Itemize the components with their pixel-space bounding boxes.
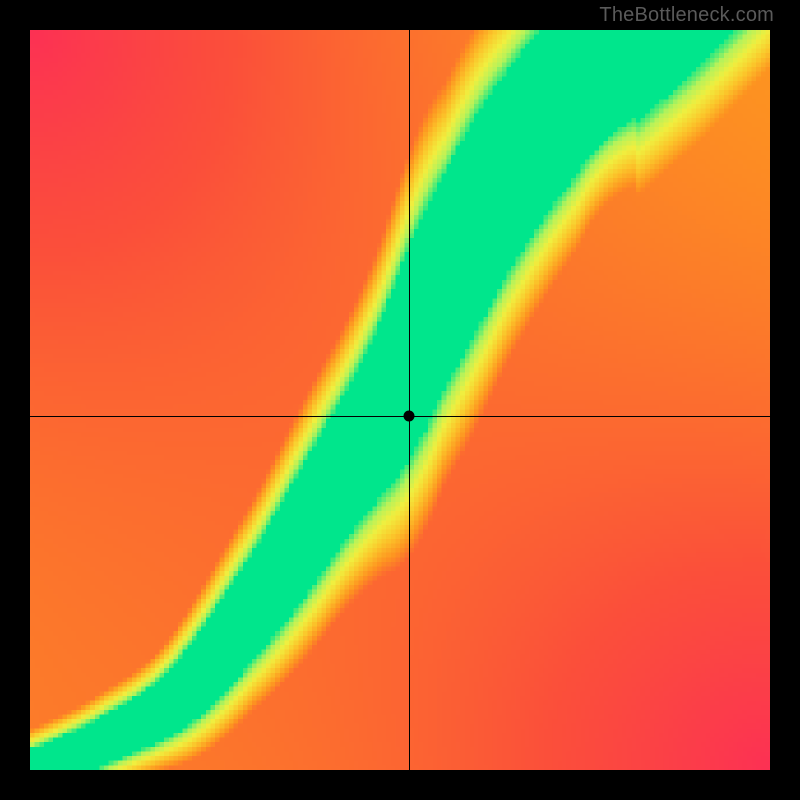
heatmap-canvas	[30, 30, 770, 770]
crosshair-marker	[403, 411, 414, 422]
crosshair-horizontal	[30, 416, 770, 417]
plot-area	[30, 30, 770, 770]
watermark-text: TheBottleneck.com	[599, 4, 774, 27]
crosshair-vertical	[409, 30, 410, 770]
